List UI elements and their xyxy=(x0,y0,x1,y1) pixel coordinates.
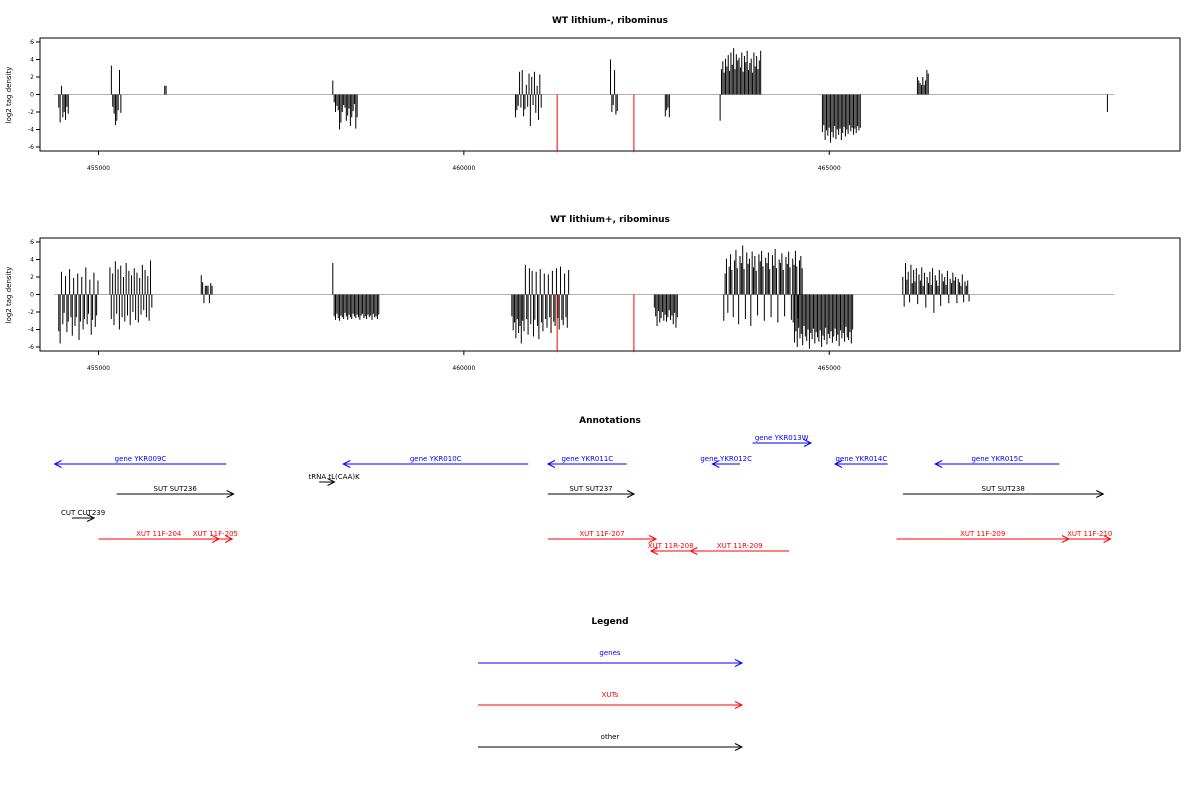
x-tick-label: 460000 xyxy=(452,365,475,372)
legend-label: XUTs xyxy=(602,691,619,699)
y-tick-label: -4 xyxy=(28,327,34,334)
x-tick-label: 460000 xyxy=(452,165,475,172)
feature-arrow xyxy=(342,460,529,468)
y-tick-label: -2 xyxy=(28,109,34,116)
legend-arrow xyxy=(478,743,744,751)
feature-arrow xyxy=(649,547,691,555)
y-tick-label: 6 xyxy=(30,39,34,46)
legend: Legend genes XUTs other xyxy=(478,617,744,751)
feature-label: SUT SUT238 xyxy=(982,485,1025,493)
feature-arrow xyxy=(833,460,888,468)
feature-arrow xyxy=(546,460,627,468)
y-tick-label: 4 xyxy=(30,57,34,64)
legend-label: other xyxy=(601,733,620,741)
feature-arrow xyxy=(116,490,235,498)
feature-arrow xyxy=(1068,535,1112,543)
feature-label: gene YKR011C xyxy=(561,455,613,463)
x-tick-label: 465000 xyxy=(818,165,841,172)
feature-label: XUT 11F-209 xyxy=(960,530,1005,538)
feature-label: CUT CUT239 xyxy=(61,509,105,517)
feature-label: XUT 11F-204 xyxy=(136,530,182,538)
axes: 6 4 2 0 -2 -4 -6 455000 460000 465000 xyxy=(28,39,1115,172)
feature-label: SUT SUT237 xyxy=(569,485,612,493)
y-tick-label: 0 xyxy=(30,92,34,99)
feature-label: XUT 11F-207 xyxy=(579,530,624,538)
legend-label: genes xyxy=(599,649,620,657)
y-tick-label: -2 xyxy=(28,309,34,316)
feature-label: XUT 11R-208 xyxy=(648,542,694,550)
y-tick-label: 0 xyxy=(30,292,34,299)
y-tick-label: 2 xyxy=(30,274,34,281)
feature-label: XUT 11R-209 xyxy=(717,542,763,550)
feature-arrow xyxy=(689,547,790,555)
feature-label: gene YKR010C xyxy=(410,455,462,463)
feature-label: gene YKR014C xyxy=(836,455,888,463)
feature-arrow xyxy=(711,460,741,468)
legend-items: genes XUTs other xyxy=(478,649,744,751)
feature-label: gene YKR012C xyxy=(700,455,752,463)
feature-label: XUT 11F-205 xyxy=(193,530,238,538)
annotation-features: gene YKR009C tRNA tL(CAA)K gene YKR010C gen… xyxy=(53,434,1112,555)
panel-wt-lithium-minus: WT lithium-, ribominus log2 tag density … xyxy=(5,16,1181,172)
panel-wt-lithium-plus: WT lithium+, ribominus log2 tag density … xyxy=(5,215,1181,372)
annotations-title: Annotations xyxy=(579,416,641,426)
signal-bars xyxy=(58,48,1108,153)
legend-title: Legend xyxy=(591,617,628,627)
x-tick-label: 465000 xyxy=(818,365,841,372)
feature-arrow xyxy=(934,460,1060,468)
feature-label: gene YKR013W xyxy=(755,434,809,442)
feature-label: gene YKR015C xyxy=(971,455,1023,463)
panel-title: WT lithium-, ribominus xyxy=(552,16,668,26)
signal-bars xyxy=(58,245,970,353)
axes: 6 4 2 0 -2 -4 -6 455000 460000 465000 xyxy=(28,239,1115,372)
feature-arrow xyxy=(547,535,658,543)
feature-arrow xyxy=(72,514,96,522)
feature-arrow xyxy=(547,490,636,498)
feature-arrow xyxy=(752,439,813,447)
feature-arrow xyxy=(319,478,336,486)
feature-label: gene YKR009C xyxy=(115,455,167,463)
feature-arrow xyxy=(53,460,227,468)
legend-arrow xyxy=(478,659,744,667)
legend-arrow xyxy=(478,701,744,709)
y-axis-label: log2 tag density xyxy=(5,267,13,324)
x-tick-label: 455000 xyxy=(87,165,110,172)
y-tick-label: 2 xyxy=(30,74,34,81)
y-tick-label: 6 xyxy=(30,239,34,246)
y-tick-label: -6 xyxy=(28,144,34,151)
feature-label: XUT 11F-210 xyxy=(1067,530,1112,538)
y-tick-label: 4 xyxy=(30,257,34,264)
panel-title: WT lithium+, ribominus xyxy=(550,215,670,225)
feature-arrow xyxy=(903,490,1105,498)
feature-label: tRNA tL(CAA)K xyxy=(309,473,361,481)
y-tick-label: -4 xyxy=(28,127,34,134)
y-axis-label: log2 tag density xyxy=(5,67,13,124)
feature-arrow xyxy=(198,535,234,543)
y-tick-label: -6 xyxy=(28,344,34,351)
feature-label: SUT SUT236 xyxy=(154,485,198,493)
x-tick-label: 455000 xyxy=(87,365,110,372)
